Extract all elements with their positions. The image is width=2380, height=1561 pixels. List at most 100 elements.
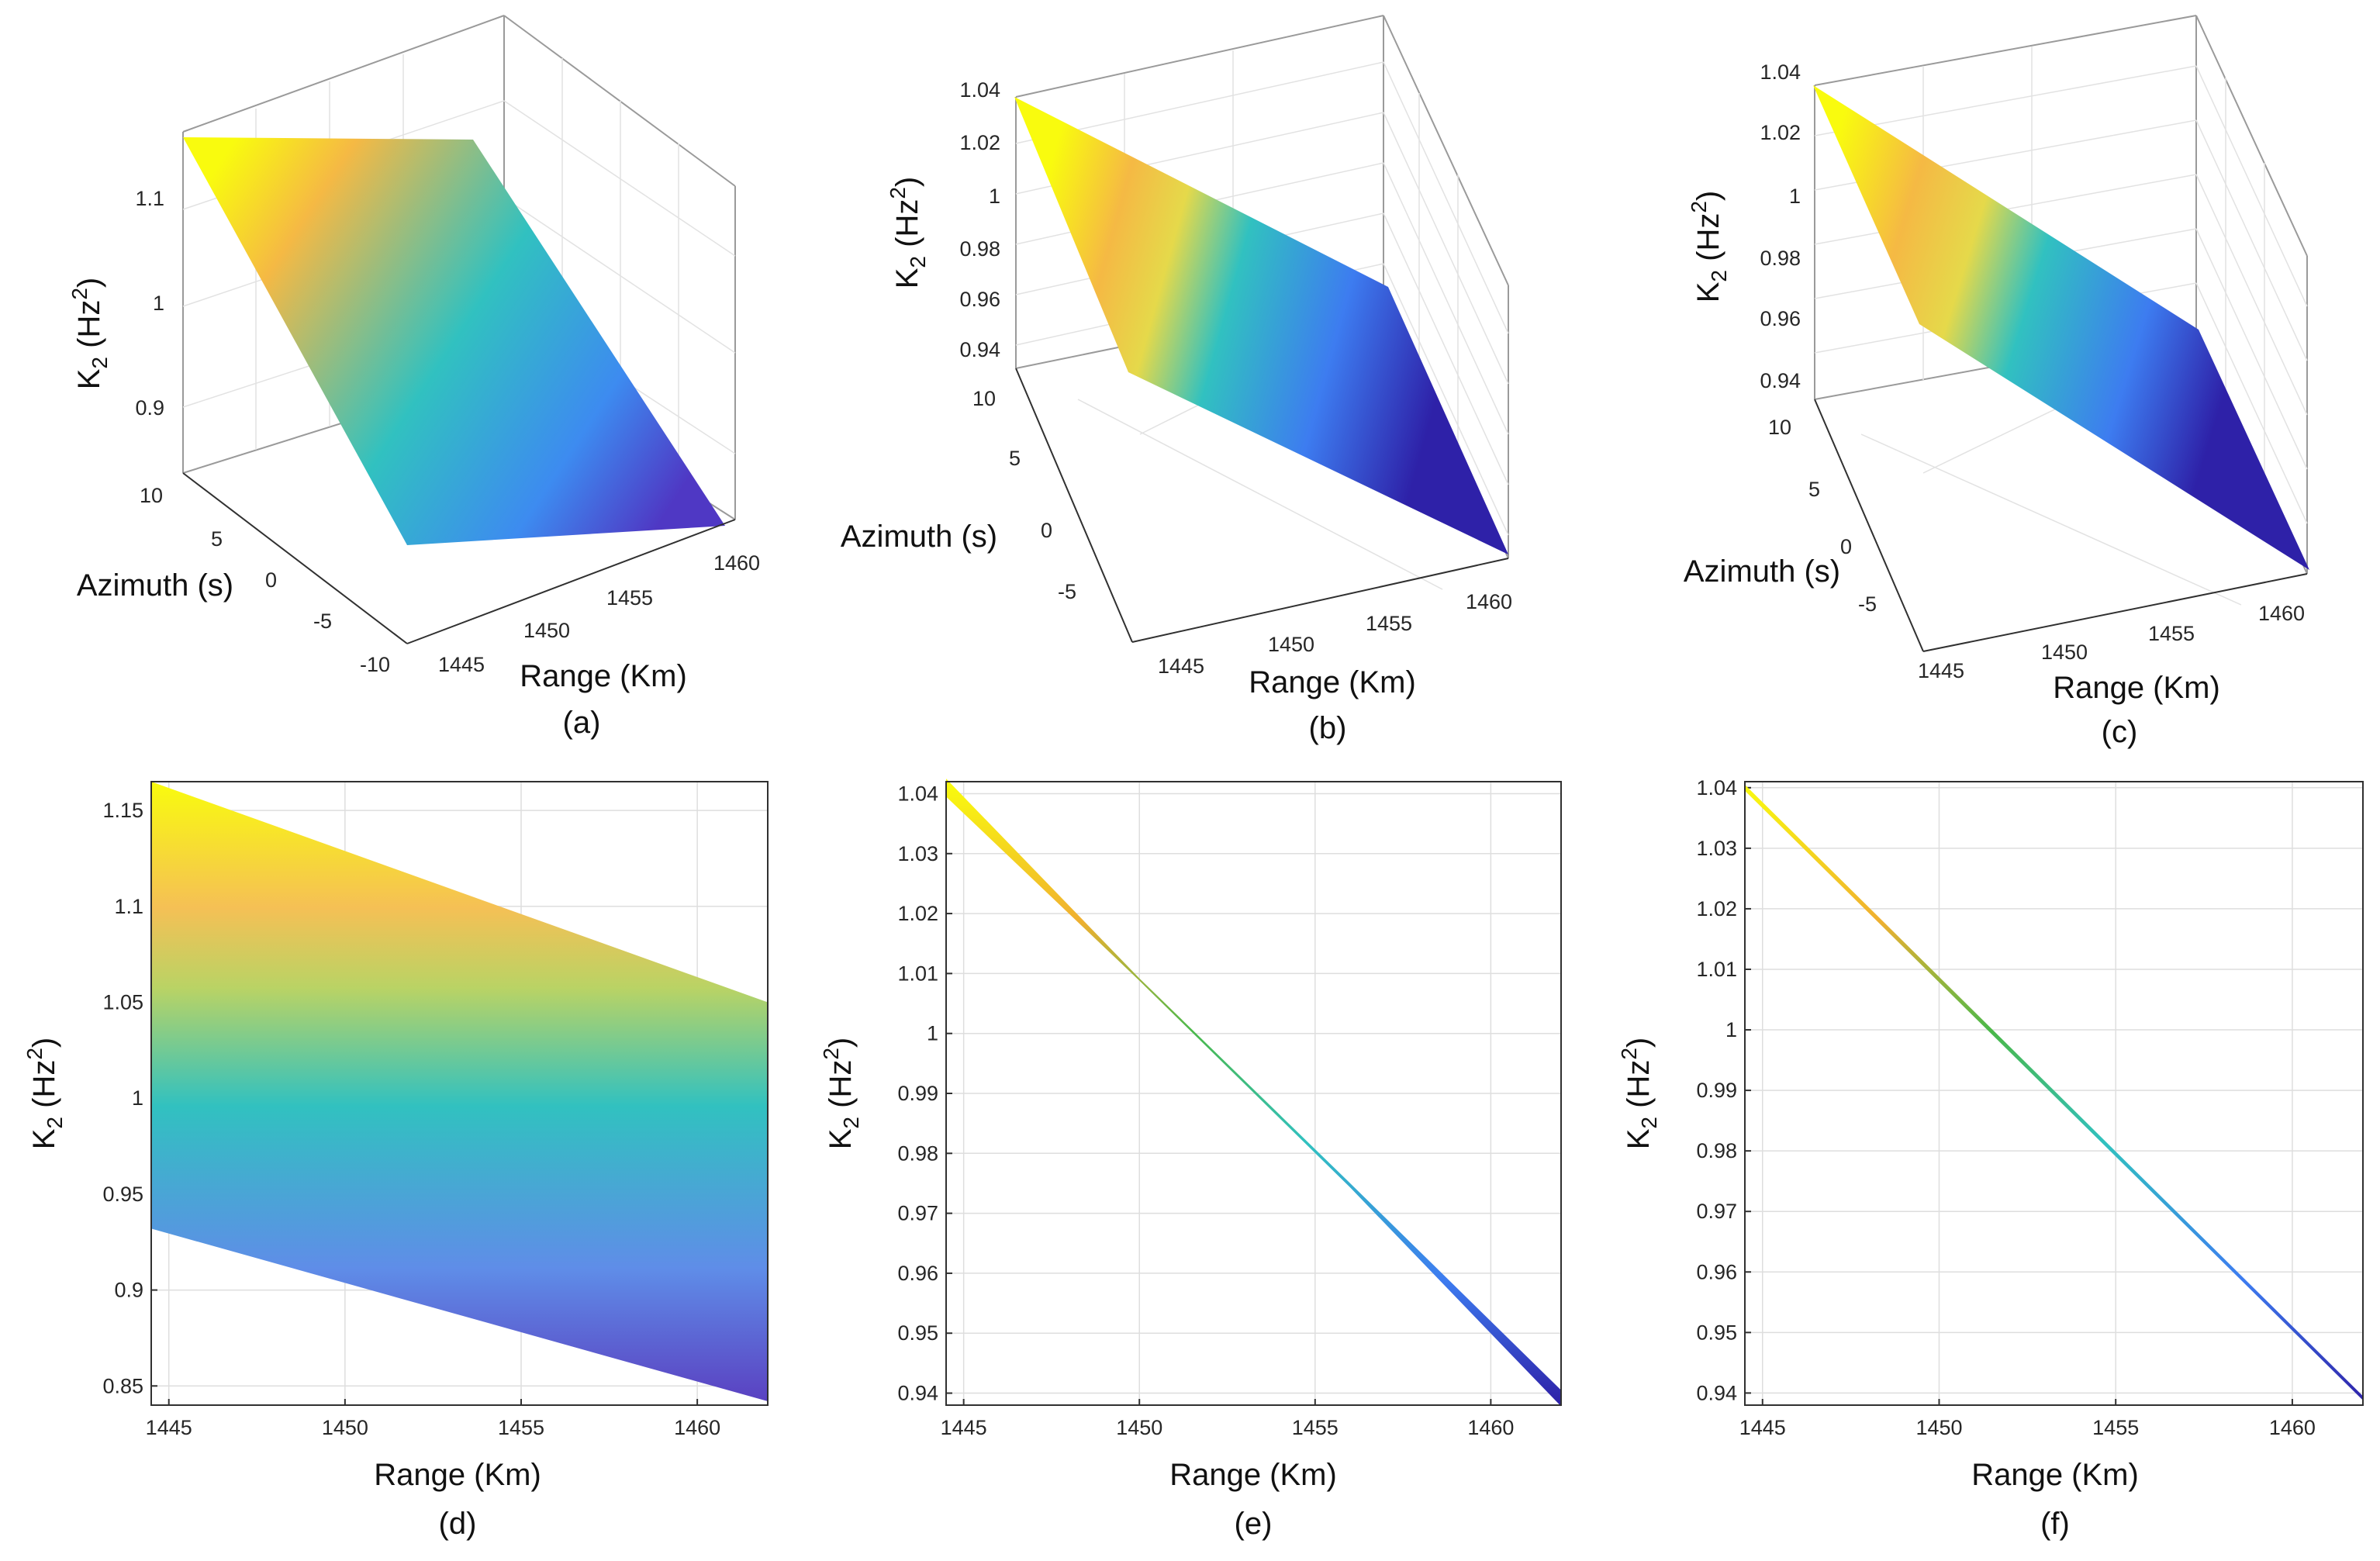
panel-d-xlabel: Range (Km)	[374, 1458, 541, 1492]
panel-d-ylabel-k: K	[27, 1128, 61, 1149]
panel-c-caption: (c)	[2102, 715, 2138, 749]
panel-e-ylabel-sub: 2	[839, 1117, 863, 1129]
panel-f-yticklabel: 1	[1725, 1018, 1737, 1041]
panel-b-zticklabel: 1.02	[959, 131, 1000, 154]
panel-d-yticklabel: 0.9	[114, 1279, 143, 1302]
panel-f-yticklabel: 1.03	[1696, 837, 1737, 860]
panel-f-ylabel: K2 (Hz2)	[1617, 1038, 1661, 1150]
panel-e-xticklabel: 1455	[1292, 1416, 1339, 1439]
panel-a-yticklabel: 10	[140, 484, 163, 507]
panel-b-zticklabel: 0.98	[959, 237, 1000, 261]
panel-e-xlabel: Range (Km)	[1169, 1458, 1337, 1492]
panel-a-ylabel: Azimuth (s)	[77, 568, 233, 603]
panel-f-axes-frame	[1744, 781, 2364, 1406]
panel-d-caption: (d)	[439, 1507, 477, 1541]
panel-a-xlabel: Range (Km)	[520, 659, 687, 693]
panel-f-xticklabel: 1455	[2092, 1416, 2139, 1439]
panel-f-grid	[1745, 782, 2363, 1405]
panel-c-zticklabel: 1	[1789, 185, 1801, 208]
panel-c-yticklabel: -5	[1858, 592, 1877, 616]
panel-a-xticklabel: 1445	[438, 653, 485, 676]
panel-f-yticklabel: 0.99	[1696, 1079, 1737, 1102]
panel-a-xticklabel: 1460	[713, 551, 760, 575]
panel-d-xticklabel: 1445	[146, 1416, 192, 1439]
panel-f-yticklabel: 1.02	[1696, 897, 1737, 920]
panel-b-zticklabel: 0.96	[959, 288, 1000, 311]
panel-a-xticklabel: 1455	[606, 586, 653, 610]
panel-d-xtick-labels: 1445 1450 1455 1460	[146, 1416, 721, 1439]
panel-f-yticklabel: 0.97	[1696, 1200, 1737, 1223]
panel-d-yticklabel: 1.05	[102, 990, 143, 1014]
panel-f-yticklabel: 0.95	[1696, 1321, 1737, 1344]
panel-e-ytick-labels: 0.94 0.95 0.96 0.97 0.98 0.99 1 1.01 1.02 1.03 1.0…	[897, 782, 938, 1404]
panel-c-xlabel: Range (Km)	[2053, 671, 2220, 705]
panel-a-surface	[183, 137, 725, 545]
panel-e-ylabel-k: K	[824, 1128, 858, 1149]
panel-c-zlabel: K2 (Hz2)	[1687, 191, 1731, 303]
panel-c-zticklabel: 1.02	[1760, 121, 1801, 144]
panel-b-yticklabel: 5	[1009, 447, 1021, 470]
panel-f-yticklabel: 1.01	[1696, 958, 1737, 981]
panel-a-xticklabel: 1450	[523, 619, 570, 642]
panel-b-zticklabel: 1.04	[959, 78, 1000, 102]
panel-e-ylabel-unit: (Hz	[824, 1060, 858, 1117]
panel-a-zticklabel: 1	[153, 292, 164, 315]
panel-b-zlabel-sup: 2	[886, 187, 910, 199]
panel-d-yticklabel: 1.15	[102, 799, 143, 822]
panel-d-xticklabel: 1455	[498, 1416, 544, 1439]
panel-f-ylabel-close: )	[1622, 1038, 1656, 1048]
panel-a-zlabel-sub: 2	[88, 357, 112, 369]
panel-b-xticklabel: 1450	[1268, 633, 1314, 656]
panel-b-xticklabel: 1455	[1366, 612, 1412, 635]
panel-b-zticklabel: 1	[989, 185, 1000, 208]
panel-f-xticklabel: 1450	[1915, 1416, 1962, 1439]
panel-f-ylabel-unit: (Hz	[1622, 1060, 1656, 1117]
panel-c-xticklabel: 1455	[2148, 622, 2195, 645]
panel-d-ylabel-unit: (Hz	[27, 1060, 61, 1117]
panel-e-yticklabel: 1.02	[897, 902, 938, 925]
panel-b-zlabel: K2 (Hz2)	[886, 177, 930, 289]
panel-f-ytick-labels: 0.94 0.95 0.96 0.97 0.98 0.99 1 1.01 1.02 1.03 1.0…	[1696, 776, 1737, 1405]
panel-b-zlabel-close: )	[890, 177, 924, 187]
panel-d-axes-frame	[150, 781, 769, 1406]
panel-e-yticklabel: 0.94	[897, 1382, 938, 1405]
panel-a-yticklabel: 5	[211, 527, 223, 551]
panel-f-xticklabel: 1460	[2269, 1416, 2316, 1439]
panel-f-yticklabel: 0.98	[1696, 1139, 1737, 1162]
panel-a-zlabel: K2 (Hz2)	[67, 278, 112, 390]
panel-e-yticklabel: 0.97	[897, 1202, 938, 1225]
panel-c-zlabel-close: )	[1691, 191, 1725, 201]
panel-b-yticklabel: -5	[1058, 580, 1076, 603]
panel-b-xticklabel: 1445	[1158, 654, 1204, 678]
panel-a-zlabel-k: K	[72, 368, 106, 389]
panel-b-z-ticks: 0.94 0.96 0.98 1 1.02 1.04	[959, 78, 1000, 361]
panel-a-front-axes	[182, 472, 736, 644]
panel-a-yticklabel: -5	[313, 610, 332, 633]
panel-e-xtick-labels: 1445 1450 1455 1460	[941, 1416, 1515, 1439]
panel-d-yticklabel: 0.95	[102, 1183, 143, 1206]
panel-e-grid	[946, 782, 1561, 1405]
panel-e-yticklabel: 0.99	[897, 1082, 938, 1105]
panel-c-surface	[1813, 85, 2309, 570]
panel-e-ylabel: K2 (Hz2)	[819, 1038, 863, 1150]
panel-b: 0.94 0.96 0.98 1 1.02 1.04 10 5 0 -5 144…	[841, 15, 1512, 745]
panel-b-zlabel-unit: (Hz	[890, 199, 924, 256]
panel-f-yticklabel: 1.04	[1696, 776, 1737, 799]
panel-b-xticklabel: 1460	[1466, 590, 1512, 613]
panel-c: 0.94 0.96 0.98 1 1.02 1.04 10 5 0 -5 144…	[1684, 15, 2309, 749]
panel-e-band	[946, 779, 1561, 1407]
panel-b-yticklabel: 10	[972, 387, 996, 410]
panel-b-zlabel-k: K	[890, 268, 924, 288]
panel-c-zlabel-sup: 2	[1687, 201, 1711, 213]
panel-e-yticklabel: 0.95	[897, 1321, 938, 1345]
panel-d: 0.85 0.9 0.95 1 1.05 1.1 1.15 1445 1450 1455 1460…	[22, 781, 769, 1541]
panel-c-zlabel-k: K	[1691, 281, 1725, 302]
panel-a-zlabel-close: )	[72, 278, 106, 288]
panel-c-zlabel-unit: (Hz	[1691, 213, 1725, 270]
panel-f-xtick-labels: 1445 1450 1455 1460	[1739, 1416, 2316, 1439]
panel-c-xticklabel: 1450	[2041, 641, 2088, 664]
panel-d-ytick-labels: 0.85 0.9 0.95 1 1.05 1.1 1.15	[102, 799, 143, 1397]
panel-c-zticklabel: 1.04	[1760, 60, 1801, 84]
panel-c-z-ticks: 0.94 0.96 0.98 1 1.02 1.04	[1760, 60, 1801, 392]
